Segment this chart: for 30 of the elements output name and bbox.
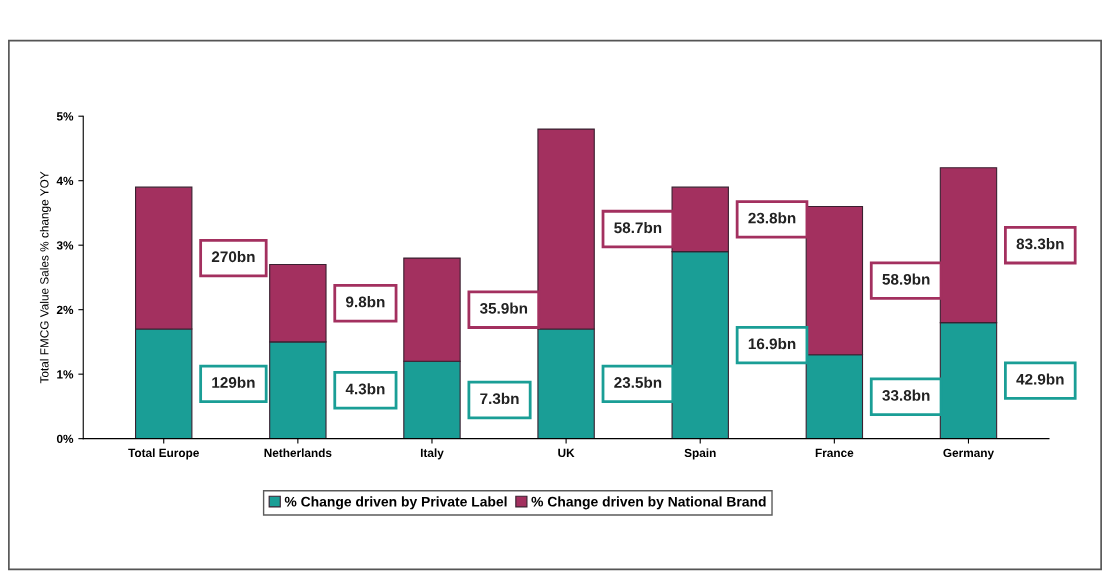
y-tick-label: 3% <box>56 241 74 250</box>
x-tick-label: Spain <box>684 448 716 460</box>
x-tick-label: France <box>815 448 854 458</box>
y-tick-label: 2% <box>56 305 74 315</box>
annotation: 58.7bn <box>614 221 662 234</box>
annotation: 58.9bn <box>882 273 930 285</box>
annotation: 35.9bn <box>479 302 528 314</box>
legend-label: % Change driven by Private Label <box>284 496 507 510</box>
x-tick-label: UK <box>558 448 575 458</box>
x-tick-label: Total Europe <box>128 448 199 460</box>
x-tick-label: Italy <box>420 448 444 460</box>
annotation: 16.9bn <box>748 338 796 350</box>
y-tick-label: 5% <box>56 112 74 121</box>
y-axis-title: Total FMCG Value Sales % change YOY <box>39 171 51 384</box>
annotation: 23.8bn <box>748 212 796 224</box>
annotation: 42.9bn <box>1016 373 1064 385</box>
annotation: 9.8bn <box>345 296 385 308</box>
annotation: 23.5bn <box>614 376 662 388</box>
annotation: 4.3bn <box>345 383 385 395</box>
annotation: 83.3bn <box>1016 238 1064 250</box>
x-tick-label: Germany <box>943 448 994 460</box>
y-tick-label: 0% <box>56 434 74 444</box>
annotation: 129bn <box>212 376 255 388</box>
y-tick-label: 1% <box>57 370 74 379</box>
annotation: 33.8bn <box>882 389 930 401</box>
x-tick-label: Netherlands <box>264 448 332 458</box>
annotation: 270bn <box>211 250 255 263</box>
legend-label: % Change driven by National Brand <box>531 496 766 510</box>
annotation: 7.3bn <box>480 392 519 405</box>
y-tick-label: 4% <box>56 176 74 186</box>
